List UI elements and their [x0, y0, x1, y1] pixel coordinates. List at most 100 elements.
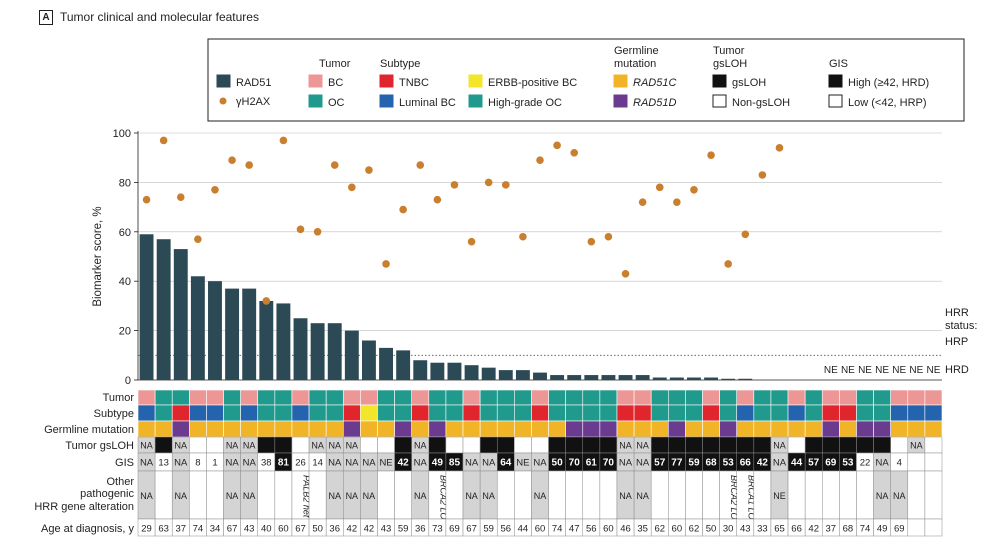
tumor-cell — [873, 389, 891, 406]
germline-cell — [342, 420, 361, 438]
gis-value: NE — [379, 458, 392, 469]
germline-cell — [240, 420, 259, 438]
tumor-cell — [907, 389, 926, 406]
legend-gsloh-title: Tumor — [713, 45, 745, 57]
age-value: 67 — [295, 524, 306, 535]
gsloh-cell — [514, 436, 532, 454]
h2ax-point — [450, 181, 459, 189]
h2ax-point — [159, 136, 168, 145]
other-na-text: NA — [243, 491, 256, 501]
gis-value: 70 — [603, 458, 615, 469]
tumor-cell — [411, 389, 430, 406]
track-label-other3: HRR gene alteration — [34, 501, 134, 513]
gsloh-cell — [719, 436, 737, 454]
age-cell — [907, 518, 926, 537]
germline-cell — [137, 420, 156, 438]
other-cell — [394, 470, 412, 520]
gis-value: NA — [533, 458, 547, 469]
rad51-bar — [225, 288, 240, 380]
age-value: 59 — [483, 524, 494, 535]
legend-rad51c-swatch — [613, 74, 628, 88]
tumor-cell — [171, 389, 190, 406]
h2ax-point — [707, 151, 715, 160]
other-na-text: NA — [876, 491, 889, 501]
h2ax-point — [775, 144, 784, 152]
legend: RAD51 γH2AX Tumor BC OC Subtype TNBC Luminal BC… — [216, 45, 929, 109]
age-value: 35 — [637, 524, 648, 535]
h2ax-point — [228, 156, 236, 164]
gsloh-cell — [445, 436, 464, 454]
other-cell — [685, 470, 703, 520]
hrd-label: HRD — [945, 364, 969, 376]
h2ax-point — [365, 166, 373, 174]
h2ax-point — [570, 148, 579, 157]
other-cell — [189, 470, 207, 520]
gsloh-cell — [873, 436, 891, 454]
legend-h2ax-dot — [219, 97, 227, 105]
subtype-cell — [206, 404, 224, 422]
track-label-gis: GIS — [115, 457, 134, 469]
rad51-bar — [413, 360, 428, 380]
other-cell — [856, 470, 874, 520]
rad51-bar — [173, 249, 188, 380]
rad51-bar — [738, 378, 753, 380]
subtype-cell — [821, 404, 840, 422]
h2ax-point — [211, 186, 219, 194]
other-na-text: NA — [226, 491, 239, 501]
germline-cell — [548, 420, 566, 438]
rad51-bar — [190, 276, 205, 380]
gis-value: NA — [773, 458, 787, 469]
gsloh-cell — [206, 436, 224, 454]
legend-bc-label: BC — [328, 77, 343, 89]
other-cell — [804, 470, 823, 520]
germline-cell — [308, 420, 327, 438]
track-label-germline: Germline mutation — [44, 424, 134, 436]
gsloh-cell — [291, 436, 310, 454]
rad51-bar — [327, 323, 342, 380]
subtype-cell — [257, 404, 276, 422]
gis-value: 70 — [569, 458, 581, 469]
subtype-cell — [839, 404, 857, 422]
gis-value: 66 — [740, 458, 752, 469]
age-value: 49 — [877, 524, 888, 535]
tumor-cell — [445, 389, 464, 406]
tumor-cell — [154, 389, 173, 406]
tumor-cell — [650, 389, 669, 406]
other-gene-text: BRCA1 LOH — [746, 475, 756, 527]
tumor-cell — [685, 389, 703, 406]
tumor-cell — [616, 389, 635, 406]
legend-rad51-swatch — [216, 74, 231, 88]
germline-cell — [839, 420, 857, 438]
other-cell — [548, 470, 566, 520]
subtype-cell — [753, 404, 772, 422]
track-label-subtype: Subtype — [94, 408, 134, 420]
other-na-text: NA — [414, 491, 427, 501]
other-cell — [822, 470, 840, 520]
legend-hgoc-swatch — [468, 94, 483, 108]
subtype-cell — [462, 404, 481, 422]
tumor-cell — [770, 389, 789, 406]
gis-value: NA — [876, 458, 890, 469]
gsloh-cell — [787, 436, 806, 454]
tumor-cell — [223, 389, 241, 406]
legend-luminal-swatch — [379, 94, 394, 108]
rad51-bar — [242, 288, 257, 380]
subtype-cell — [428, 404, 447, 422]
other-na-text: NA — [482, 491, 495, 501]
age-value: 69 — [894, 524, 905, 535]
tumor-cell — [394, 389, 413, 406]
rad51-bar — [276, 303, 291, 380]
track-label-other: Other — [106, 476, 134, 488]
gsloh-na-text: NA — [175, 441, 188, 451]
legend-gis-low-swatch — [828, 94, 843, 108]
legend-gsloh-swatch — [712, 74, 727, 88]
other-cell — [599, 470, 618, 520]
tumor-cell — [428, 389, 447, 406]
germline-cell — [770, 420, 789, 438]
age-value: 56 — [500, 524, 511, 535]
gis-value: NA — [414, 458, 428, 469]
h2ax-point — [399, 205, 407, 214]
tumor-cell — [514, 389, 532, 406]
subtype-cell — [890, 404, 909, 422]
rad51-bar — [481, 367, 496, 380]
